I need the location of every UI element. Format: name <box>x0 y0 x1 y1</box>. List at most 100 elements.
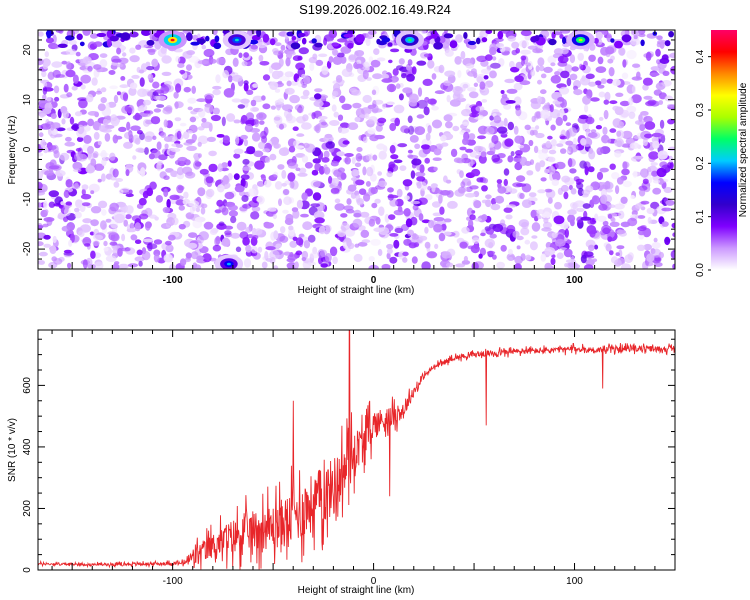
spectrogram-cell <box>301 192 308 201</box>
spectrogram-cell <box>212 244 222 252</box>
spectrogram-cell <box>347 122 359 130</box>
spectrogram-cell <box>590 97 600 102</box>
spectrogram-cell <box>664 95 674 102</box>
spectrogram-cell <box>38 170 44 180</box>
y-tick-label: -10 <box>22 192 33 207</box>
spectrogram-cell <box>528 192 537 198</box>
spectrogram-cell <box>667 104 675 108</box>
spectrogram-cell <box>481 185 488 192</box>
spectrogram-cell <box>501 30 511 34</box>
spectrogram-cell <box>560 30 571 34</box>
spectrogram-cell <box>456 158 465 164</box>
spectrogram-cell <box>321 157 330 163</box>
spectrogram-cell <box>432 157 442 161</box>
spectrogram-cell <box>355 179 365 186</box>
spectrogram-cell <box>475 105 485 112</box>
spectrogram-cell <box>500 90 505 94</box>
spectrogram-cell <box>141 250 151 261</box>
spectrogram-cell <box>528 139 534 147</box>
spectrogram-cell <box>423 53 432 58</box>
spectrogram-cell <box>197 153 202 159</box>
spectrogram-cell <box>340 222 350 231</box>
spectrogram-cell <box>43 217 55 222</box>
spectrogram-cell <box>216 134 225 138</box>
spectrogram-cell <box>568 157 573 168</box>
spectrogram-cell <box>352 218 363 228</box>
spectrogram-cell <box>659 57 670 64</box>
spectrogram-cell <box>287 254 298 261</box>
spectrogram-cell <box>608 204 616 208</box>
spectrogram-cell <box>330 161 339 167</box>
spectrogram-cell <box>579 160 587 169</box>
spectrogram-cell <box>38 152 44 157</box>
spectrogram-cell <box>284 71 294 78</box>
spectrogram-cell <box>278 50 284 55</box>
spectrogram-cell <box>488 242 494 249</box>
spectrogram-cell <box>562 114 568 122</box>
spectrogram-cell <box>505 214 513 220</box>
spectrogram-cell <box>376 38 381 45</box>
spectrogram-cell <box>661 207 673 212</box>
spectrogram-cell <box>158 154 168 161</box>
spectrogram-cell <box>489 115 494 121</box>
spectrogram-cell <box>455 263 466 268</box>
spectrogram-cell <box>496 261 505 269</box>
spectrogram-cell <box>404 195 410 201</box>
spectrogram-cell <box>607 213 613 219</box>
spectrogram-cell <box>432 212 442 217</box>
spectrogram-cell <box>331 42 340 47</box>
spectrogram-cell <box>329 246 338 257</box>
spectrogram-cell <box>459 241 468 249</box>
spectrogram-cell <box>175 55 181 63</box>
spectrogram-cell <box>356 59 362 65</box>
spectrogram-cell <box>257 246 263 253</box>
spectrogram-cell <box>622 59 627 68</box>
spectrogram-cell <box>377 248 383 257</box>
spectrogram-cell <box>551 139 557 147</box>
spectrogram-cell <box>280 44 286 51</box>
spectrogram-cell <box>288 225 294 231</box>
spectrogram-cell <box>631 30 642 37</box>
spectrogram-cell <box>583 264 594 269</box>
spectrogram-cell <box>82 259 88 269</box>
spectrogram-cell <box>550 75 561 84</box>
spectrogram-cell <box>309 251 320 259</box>
spectrogram-cell <box>376 57 386 62</box>
spectrogram-cell <box>640 39 645 47</box>
spectrogram-cell <box>433 166 438 171</box>
spectrogram-cell <box>550 62 556 67</box>
spectrogram-cell <box>455 34 463 43</box>
spectrogram-cell <box>576 182 584 190</box>
spectrogram-cell <box>82 56 92 64</box>
spectrogram-cell <box>537 189 546 194</box>
spectrogram-cell <box>130 234 138 241</box>
spectrogram-cell <box>592 258 598 263</box>
spectrogram-cell <box>46 30 52 39</box>
spectrogram-cell <box>170 170 179 178</box>
spectrogram-cell <box>138 69 145 74</box>
spectrogram-cell <box>551 254 556 258</box>
spectrogram-cell <box>655 48 661 57</box>
spectrogram-cell <box>228 75 233 83</box>
spectrogram-cell <box>616 130 622 137</box>
spectrogram-cell <box>325 141 336 149</box>
spectrogram-cell <box>147 73 154 81</box>
spectrogram-cell <box>160 46 167 54</box>
spectrogram-cell <box>43 200 48 209</box>
spectrogram-cell <box>123 131 134 140</box>
spectrogram-cell <box>296 199 303 209</box>
spectrogram-cell <box>580 138 587 146</box>
spectrogram-cell <box>41 70 47 78</box>
spectrogram-cell <box>610 38 615 43</box>
spectrogram-cell <box>74 207 80 213</box>
spectrogram-cell <box>478 253 483 259</box>
x-tick-label: -100 <box>163 275 183 286</box>
spectrogram-cell <box>410 170 416 179</box>
spectrogram-cell <box>422 78 433 86</box>
spectrogram-cell <box>573 89 583 96</box>
spectrogram-cell <box>273 116 281 121</box>
spectrogram-cell <box>113 94 119 104</box>
spectrogram-cell <box>38 113 46 117</box>
spectrogram-cell <box>667 161 673 169</box>
spectrogram-cell <box>431 73 437 80</box>
